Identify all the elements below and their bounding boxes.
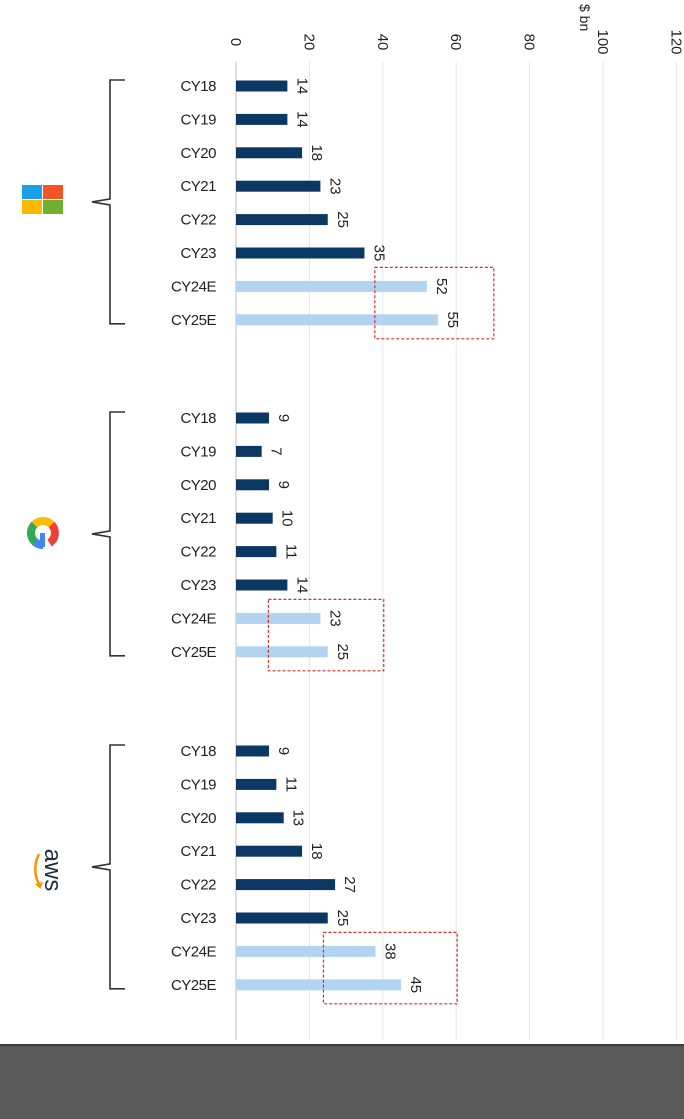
bar bbox=[236, 879, 336, 891]
data-label: 25 bbox=[334, 910, 351, 927]
gridlines bbox=[235, 62, 677, 1040]
category-label: CY19 bbox=[180, 111, 216, 128]
axis-tick-label: 120 bbox=[667, 29, 684, 54]
category-label: CY25E bbox=[171, 312, 217, 329]
category-label: CY23 bbox=[180, 910, 216, 927]
axis-tick-label: 80 bbox=[521, 34, 538, 51]
group-bracket bbox=[91, 79, 125, 325]
unit-label: $ bn bbox=[577, 4, 593, 31]
labels: CY18 14 CY19 14 CY20 18 CY21 23 CY22 25 CY23 35 CY24… bbox=[171, 78, 495, 1005]
category-label: CY18 bbox=[180, 78, 216, 95]
group-brackets bbox=[91, 79, 125, 990]
data-label: 38 bbox=[381, 943, 398, 960]
bar bbox=[236, 612, 321, 624]
category-label: CY25E bbox=[171, 977, 217, 994]
data-label: 11 bbox=[282, 777, 299, 793]
bar bbox=[236, 945, 376, 957]
category-label: CY23 bbox=[180, 577, 216, 594]
category-label: CY20 bbox=[180, 477, 216, 494]
bar bbox=[236, 412, 270, 424]
data-label: 7 bbox=[268, 447, 285, 455]
estimate-highlight-box bbox=[267, 598, 385, 672]
bar bbox=[236, 80, 288, 92]
data-label: 55 bbox=[444, 311, 461, 328]
category-label: CY21 bbox=[180, 510, 216, 527]
data-label: 13 bbox=[290, 809, 307, 826]
bar bbox=[236, 778, 277, 790]
bars bbox=[236, 80, 438, 991]
data-label: 35 bbox=[370, 245, 387, 262]
bar bbox=[236, 445, 262, 457]
microsoft-logo bbox=[22, 185, 63, 214]
bar bbox=[236, 314, 438, 326]
data-label: 52 bbox=[433, 278, 450, 295]
bar bbox=[236, 247, 365, 259]
data-label: 14 bbox=[293, 78, 310, 95]
category-label: CY24E bbox=[171, 610, 217, 627]
bar bbox=[236, 280, 427, 292]
bar bbox=[236, 512, 273, 524]
data-label: 45 bbox=[407, 976, 424, 993]
category-label: CY20 bbox=[180, 145, 216, 162]
category-label: CY22 bbox=[180, 544, 216, 561]
svg-text:aws: aws bbox=[39, 849, 66, 892]
axis-tick-label: 100 bbox=[594, 29, 611, 54]
bar bbox=[236, 745, 270, 757]
category-label: CY18 bbox=[180, 743, 216, 760]
google-logo bbox=[27, 517, 59, 550]
axis-tick-label: 0 bbox=[227, 38, 244, 46]
group-bracket bbox=[91, 744, 125, 990]
data-label: 11 bbox=[282, 544, 299, 560]
bar bbox=[236, 812, 284, 824]
category-label: CY24E bbox=[171, 943, 217, 960]
bar bbox=[236, 546, 277, 558]
category-label: CY22 bbox=[180, 877, 216, 894]
category-label: CY24E bbox=[171, 278, 217, 295]
bar bbox=[236, 845, 303, 857]
category-label: CY21 bbox=[180, 178, 216, 195]
axis-tick-label: 60 bbox=[447, 34, 464, 51]
data-label: 27 bbox=[341, 876, 358, 893]
value-axis: $ bn 0 20 40 60 80 100 120 bbox=[227, 4, 684, 55]
bar bbox=[236, 180, 321, 192]
data-label: 18 bbox=[308, 843, 325, 860]
footer-bar bbox=[0, 1044, 684, 1119]
data-label: 23 bbox=[326, 178, 343, 195]
bar bbox=[236, 912, 328, 924]
axis-tick-label: 40 bbox=[374, 34, 391, 51]
estimate-highlight-box bbox=[322, 931, 458, 1005]
bar bbox=[236, 147, 303, 159]
data-label: 10 bbox=[279, 510, 296, 527]
bar bbox=[236, 214, 328, 226]
aws-logo: aws bbox=[34, 849, 66, 892]
bar bbox=[236, 479, 270, 491]
category-label: CY19 bbox=[180, 443, 216, 460]
data-label: 14 bbox=[293, 111, 310, 128]
category-label: CY21 bbox=[180, 843, 216, 860]
category-label: CY18 bbox=[180, 410, 216, 427]
category-label: CY25E bbox=[171, 644, 217, 661]
data-label: 9 bbox=[275, 747, 292, 755]
data-label: 18 bbox=[308, 144, 325, 161]
group-bracket bbox=[91, 411, 125, 657]
bar bbox=[236, 579, 288, 591]
bar bbox=[236, 979, 402, 991]
bar bbox=[236, 113, 288, 125]
category-label: CY20 bbox=[180, 810, 216, 827]
data-label: 25 bbox=[334, 211, 351, 228]
category-label: CY19 bbox=[180, 776, 216, 793]
data-label: 23 bbox=[326, 610, 343, 627]
axis-tick-label: 20 bbox=[300, 34, 317, 51]
category-label: CY23 bbox=[180, 245, 216, 262]
data-label: 9 bbox=[275, 414, 292, 422]
data-label: 14 bbox=[293, 577, 310, 594]
data-label: 25 bbox=[334, 643, 351, 660]
category-label: CY22 bbox=[180, 212, 216, 229]
data-label: 9 bbox=[275, 481, 292, 489]
bar bbox=[236, 646, 328, 658]
estimate-highlight-box bbox=[374, 266, 495, 340]
